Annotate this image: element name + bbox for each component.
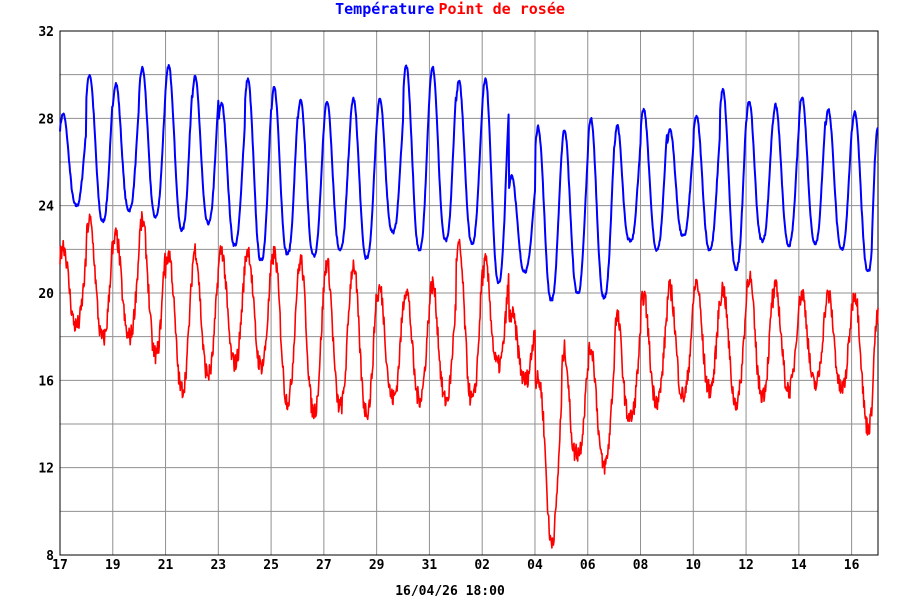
x-tick-label: 21 [158, 558, 174, 573]
legend-temperature: Température [335, 0, 435, 18]
x-tick-label: 25 [263, 558, 279, 573]
x-axis-labels: 17 19 21 23 25 27 29 31 02 04 06 08 10 12 14 16 [52, 558, 859, 573]
x-tick-label: 29 [369, 558, 385, 573]
chart-series [59, 64, 879, 549]
y-tick-label: 28 [38, 112, 54, 127]
x-tick-label: 04 [527, 558, 543, 573]
y-tick-label: 8 [46, 549, 54, 564]
x-tick-label: 27 [316, 558, 332, 573]
plot-frame [59, 30, 879, 556]
x-tick-label: 10 [685, 558, 701, 573]
y-tick-label: 24 [38, 200, 54, 215]
y-tick-label: 12 [38, 462, 54, 477]
legend-dewpoint: Point de rosée [438, 0, 565, 18]
x-tick-label: 23 [210, 558, 226, 573]
chart-legend: Température Point de rosée [0, 0, 900, 18]
chart-grid [59, 30, 879, 556]
x-tick-label: 16 [844, 558, 860, 573]
x-tick-label: 14 [791, 558, 807, 573]
x-tick-label: 17 [52, 558, 68, 573]
x-tick-label: 08 [633, 558, 649, 573]
x-tick-label: 12 [738, 558, 754, 573]
y-tick-label: 32 [38, 25, 54, 40]
x-tick-label: 02 [474, 558, 490, 573]
x-tick-label: 19 [105, 558, 121, 573]
y-axis-labels: 8 12 16 20 24 28 32 [38, 25, 54, 564]
y-tick-label: 20 [38, 287, 54, 302]
temperature-line [59, 64, 879, 302]
chart-timestamp: 16/04/26 18:00 [395, 584, 505, 599]
dewpoint-line [59, 211, 879, 549]
x-tick-label: 31 [422, 558, 438, 573]
y-tick-label: 16 [38, 374, 54, 389]
x-tick-label: 06 [580, 558, 596, 573]
